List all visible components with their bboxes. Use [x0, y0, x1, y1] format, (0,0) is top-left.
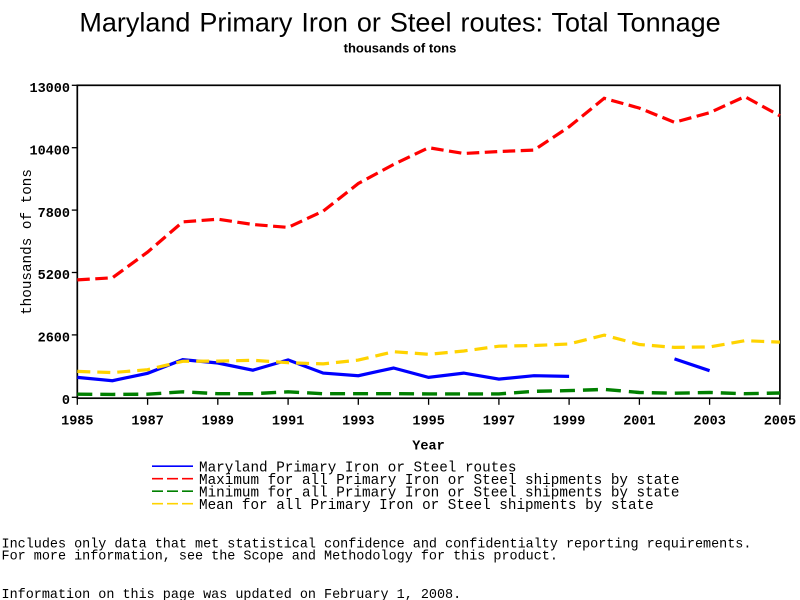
- svg-text:2600: 2600: [38, 332, 70, 347]
- svg-text:For more information, see the: For more information, see the Scope and …: [2, 550, 558, 565]
- svg-text:1987: 1987: [131, 415, 163, 430]
- svg-text:Maryland Primary Iron or S: Maryland Primary Iron or Steel routes: T…: [79, 8, 720, 38]
- svg-text:thousands of tons: thousands of tons: [344, 41, 457, 56]
- svg-text:1993: 1993: [342, 415, 374, 430]
- svg-text:thousands of tons: thousands of tons: [20, 169, 36, 315]
- svg-text:0: 0: [62, 394, 70, 409]
- svg-text:2001: 2001: [623, 415, 655, 430]
- svg-text:1989: 1989: [202, 415, 234, 430]
- svg-text:Information on this page was u: Information on this page was updated on …: [2, 588, 462, 600]
- svg-text:Minimum for all Primary Iron o: Minimum for all Primary Iron or Steel sh…: [199, 486, 679, 502]
- svg-text:1985: 1985: [61, 415, 93, 430]
- svg-text:1997: 1997: [483, 415, 515, 430]
- svg-text:1995: 1995: [412, 415, 444, 430]
- svg-text:2003: 2003: [693, 415, 725, 430]
- svg-text:13000: 13000: [29, 82, 70, 97]
- svg-text:10400: 10400: [29, 144, 70, 159]
- svg-text:2005: 2005: [764, 415, 796, 430]
- svg-text:1991: 1991: [272, 415, 304, 430]
- svg-text:5200: 5200: [38, 269, 70, 284]
- svg-text:Year: Year: [412, 440, 444, 455]
- svg-text:Mean for all Primary Iron or S: Mean for all Primary Iron or Steel shipm…: [199, 498, 654, 514]
- svg-text:Maximum for all Primary Iron o: Maximum for all Primary Iron or Steel sh…: [199, 473, 679, 489]
- svg-text:Maryland Primary Iron or Steel: Maryland Primary Iron or Steel routes: [199, 461, 516, 477]
- svg-text:1999: 1999: [553, 415, 585, 430]
- svg-text:7800: 7800: [38, 207, 70, 222]
- svg-text:Includes only data that met st: Includes only data that met statistical …: [2, 538, 752, 553]
